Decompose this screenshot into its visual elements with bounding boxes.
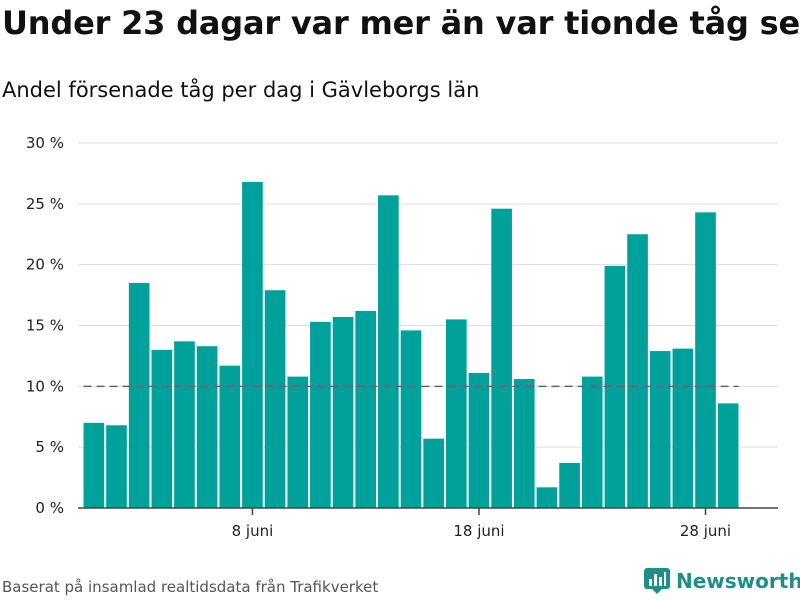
y-tick-label: 25 % <box>26 195 64 213</box>
bar <box>559 462 580 508</box>
bar-layer <box>83 181 739 509</box>
source-note: Baserat på insamlad realtidsdata från Tr… <box>2 578 379 596</box>
y-tick-label: 5 % <box>35 438 64 456</box>
bar <box>83 422 105 508</box>
bar <box>445 319 467 508</box>
bar <box>513 379 535 508</box>
bar <box>536 487 558 508</box>
bar <box>581 376 603 508</box>
bar <box>378 195 399 509</box>
bar <box>717 403 739 508</box>
bar <box>355 310 377 508</box>
bar <box>151 349 173 508</box>
y-tick-label: 10 % <box>26 377 64 395</box>
bar <box>128 282 150 508</box>
bar <box>491 208 512 508</box>
bar <box>242 181 263 508</box>
bar-chart-logo-icon <box>644 568 670 594</box>
bar <box>287 376 309 508</box>
bar <box>649 351 671 508</box>
chart-subtitle: Andel försenade tåg per dag i Gävleborgs… <box>2 78 480 102</box>
bar <box>196 346 218 508</box>
bar <box>400 330 422 508</box>
bar <box>423 438 444 508</box>
bar <box>310 321 331 508</box>
axis-layer: 0 % 5 % 10 % 15 % 20 % 25 % 30 % 8 juni 18 juni 2… <box>26 134 778 540</box>
bar-chart: 0 % 5 % 10 % 15 % 20 % 25 % 30 % 8 juni 18 juni 2… <box>26 134 778 540</box>
bar <box>468 372 490 508</box>
x-tick-label: 8 juni <box>232 522 274 540</box>
y-tick-label: 15 % <box>26 317 64 335</box>
x-tick-label: 18 juni <box>453 522 504 540</box>
brand: Newsworthy <box>644 568 800 594</box>
bar <box>672 348 694 508</box>
y-tick-label: 0 % <box>35 499 64 517</box>
bar <box>174 341 195 508</box>
bar <box>627 234 648 508</box>
x-tick-label: 28 juni <box>680 522 731 540</box>
bar <box>106 425 127 508</box>
bar <box>264 290 286 508</box>
bar <box>219 365 241 508</box>
bar <box>604 265 626 508</box>
bar <box>695 212 716 508</box>
brand-name: Newsworthy <box>676 569 800 593</box>
bar <box>332 316 354 508</box>
y-tick-label: 30 % <box>26 134 64 152</box>
chart-title: Under 23 dagar var mer än var tionde tåg… <box>2 4 800 42</box>
y-tick-label: 20 % <box>26 256 64 274</box>
